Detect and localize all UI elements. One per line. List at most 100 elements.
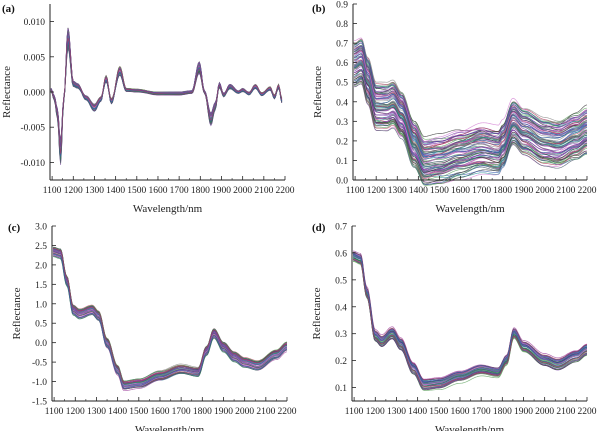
x-tick-label: 1300 [85, 186, 104, 196]
series-line [353, 257, 588, 387]
x-tick-label: 1100 [43, 186, 62, 196]
y-tick-label: 0.5 [336, 79, 348, 89]
y-tick-label: 0.8 [336, 20, 348, 30]
x-tick-label: 2000 [535, 407, 554, 417]
y-tick-label: 0.0 [35, 339, 47, 349]
y-tick-label: 0.2 [336, 137, 348, 147]
panel-label: (a) [2, 3, 15, 15]
y-tick-label: -0.010 [20, 159, 45, 169]
y-tick-label: 0.6 [336, 59, 348, 69]
y-axis-label: Reflectance [311, 287, 323, 339]
series-line [354, 80, 588, 178]
series-line [354, 68, 588, 171]
y-tick-label: 0.2 [335, 357, 347, 367]
series-group [353, 250, 588, 391]
y-tick-label: 0.010 [24, 18, 46, 28]
series-line [50, 28, 283, 143]
y-tick-label: 0.5 [35, 320, 47, 330]
series-line [354, 47, 588, 151]
y-axis-label: Reflectance [1, 66, 13, 118]
series-line [354, 45, 588, 143]
series-line [50, 27, 283, 143]
x-tick-label: 1400 [108, 407, 127, 417]
x-tick-label: 1200 [367, 186, 386, 196]
x-axis-label: Wavelength/nm [435, 203, 505, 215]
y-tick-label: 0.3 [336, 118, 348, 128]
series-line [50, 44, 283, 160]
x-tick-label: 2200 [578, 407, 597, 417]
x-tick-label: 1500 [430, 186, 449, 196]
series-group [53, 246, 288, 392]
x-tick-label: 1700 [172, 407, 191, 417]
series-line [50, 37, 283, 154]
y-axis-label: Reflectance [312, 66, 324, 118]
series-line [353, 259, 588, 387]
series-line [50, 29, 283, 144]
x-tick-label: 1200 [66, 407, 85, 417]
y-axis-label: Reflectance [11, 287, 23, 339]
y-tick-label: -0.5 [32, 359, 47, 369]
series-line [353, 253, 588, 383]
series-group [353, 37, 588, 186]
series-line [50, 31, 283, 147]
x-tick-label: 1800 [193, 407, 212, 417]
y-tick-label: 2.5 [35, 242, 47, 252]
x-tick-label: 1200 [366, 407, 385, 417]
y-tick-label: 0.9 [336, 1, 348, 11]
x-tick-label: 1500 [127, 186, 146, 196]
x-tick-label: 1300 [87, 407, 106, 417]
y-tick-label: 0.4 [335, 303, 347, 313]
series-line [354, 59, 588, 159]
series-line [353, 55, 587, 156]
x-tick-label: 1600 [451, 186, 470, 196]
x-tick-label: 1900 [214, 407, 233, 417]
series-line [53, 247, 288, 384]
x-tick-label: 1300 [388, 186, 407, 196]
panel-label: (d) [312, 222, 326, 234]
series-line [353, 38, 588, 149]
panel-label: (b) [312, 3, 326, 15]
x-tick-label: 2000 [235, 407, 254, 417]
y-tick-label: 0.6 [335, 249, 347, 259]
series-line [353, 62, 587, 169]
x-tick-label: 1900 [514, 407, 533, 417]
series-line [50, 47, 283, 163]
series-line [53, 246, 288, 384]
series-line [50, 48, 283, 165]
x-tick-label: 2200 [278, 407, 297, 417]
series-group [50, 27, 283, 165]
x-tick-label: 1400 [409, 186, 428, 196]
x-axis-label: Wavelength/nm [135, 424, 205, 431]
x-tick-label: 2000 [233, 186, 252, 196]
y-tick-label: 0.5 [335, 276, 347, 286]
series-line [50, 32, 283, 148]
series-line [353, 78, 588, 179]
y-tick-label: -1.0 [32, 378, 47, 388]
series-line [353, 53, 588, 158]
series-line [354, 42, 588, 144]
series-line [50, 27, 283, 142]
y-tick-label: 0.0 [336, 177, 348, 187]
series-line [354, 63, 588, 167]
y-tick-label: 0.7 [336, 40, 348, 50]
x-tick-label: 1800 [493, 407, 512, 417]
y-tick-label: 0.1 [335, 384, 347, 394]
series-line [353, 259, 588, 391]
x-tick-label: 2100 [556, 407, 575, 417]
series-line [354, 73, 588, 164]
x-axis-label: Wavelength/nm [435, 424, 505, 431]
series-line [354, 73, 588, 186]
x-tick-label: 2100 [254, 186, 273, 196]
series-line [53, 253, 288, 390]
x-tick-label: 1600 [150, 407, 169, 417]
panel-b: 1100 1200 1300 1400 1500 1600 1700 1800 1900 2000… [312, 1, 597, 216]
series-line [50, 30, 283, 145]
x-axis-label: Wavelength/nm [133, 203, 203, 215]
x-tick-label: 1700 [472, 186, 491, 196]
series-line [353, 61, 588, 162]
y-tick-label: -1.5 [32, 398, 47, 408]
series-line [50, 30, 283, 146]
panel-a: 1100 1200 1300 1400 1500 1600 1700 1800 1900 2000… [1, 3, 295, 215]
series-line [53, 253, 288, 389]
